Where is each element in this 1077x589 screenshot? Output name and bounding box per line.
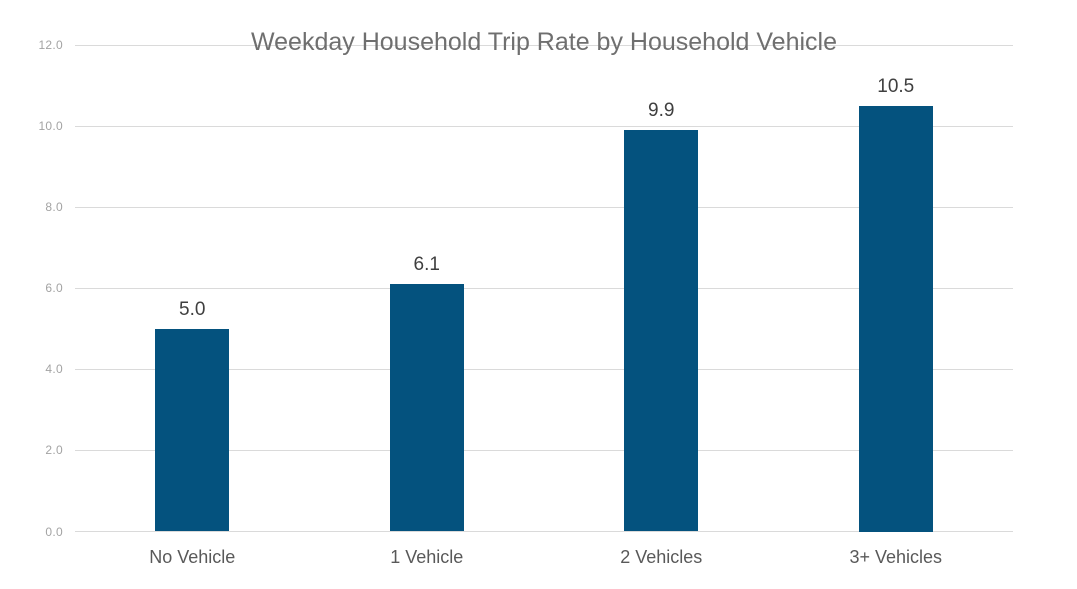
- gridline: [75, 44, 1013, 46]
- x-axis-category-label: 2 Vehicles: [620, 547, 703, 567]
- y-axis-tick-label: 2.0: [45, 443, 63, 458]
- bar-value-label: 5.0: [179, 298, 206, 320]
- bar[interactable]: [389, 284, 464, 532]
- x-axis-category-label: 1 Vehicle: [390, 547, 464, 567]
- x-axis-category-label: 3+ Vehicles: [849, 547, 943, 567]
- bar-value-label: 6.1: [413, 254, 440, 276]
- bar-value-label: 10.5: [877, 75, 915, 97]
- y-axis-tick-label: 10.0: [38, 119, 63, 134]
- x-axis-category-label: No Vehicle: [149, 547, 236, 567]
- gridline: [75, 531, 1013, 532]
- y-axis-tick-label: 0.0: [45, 524, 63, 539]
- gridline: [75, 449, 1013, 451]
- bar[interactable]: [858, 105, 933, 532]
- bar[interactable]: [155, 328, 230, 532]
- y-axis-tick-label: 4.0: [45, 362, 63, 377]
- y-axis-tick-label: 8.0: [45, 200, 63, 215]
- gridline: [75, 206, 1013, 208]
- y-axis-tick-label: 12.0: [38, 38, 63, 52]
- bar[interactable]: [624, 130, 699, 532]
- y-axis-tick-label: 6.0: [45, 281, 63, 296]
- gridline: [75, 125, 1013, 127]
- chart-title: Weekday Household Trip Rate by Household…: [251, 28, 837, 56]
- bar-value-label: 9.9: [648, 100, 675, 122]
- gridline: [75, 287, 1013, 289]
- gridline: [75, 368, 1013, 370]
